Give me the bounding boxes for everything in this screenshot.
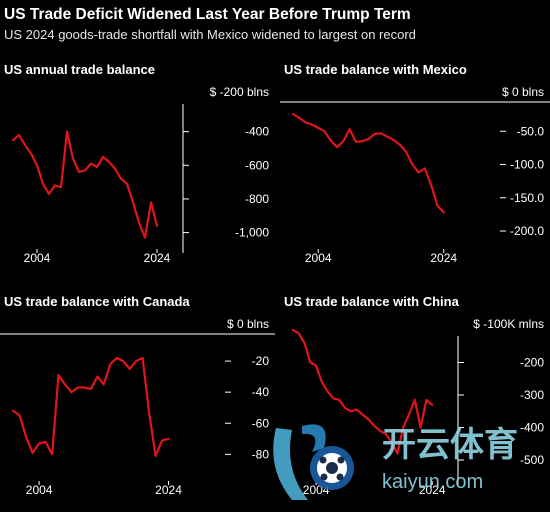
y-tick-label: -100.0 xyxy=(510,158,544,172)
panel-title: US trade balance with Mexico xyxy=(284,62,467,77)
y-tick-label: -1,000 xyxy=(235,226,269,240)
y-tick-label: -500 xyxy=(520,453,544,467)
kaiyun-logo xyxy=(273,424,354,500)
y-tick-label: -200.0 xyxy=(510,224,544,238)
y-tick-label: $ 0 blns xyxy=(502,85,544,99)
y-tick-label: -40 xyxy=(252,385,270,399)
x-tick-label: 2024 xyxy=(155,483,182,497)
panel-us-annual-trade-balance: US annual trade balance $ -200 blns -400 -6… xyxy=(4,62,269,265)
watermark-text-cn: 开云体育 xyxy=(382,426,518,464)
watermark-text-en: kaiyun.com xyxy=(382,471,483,493)
y-tick-label: -80 xyxy=(252,447,270,461)
y-tick-label: -50.0 xyxy=(517,124,545,138)
kaiyun-watermark: 开云体育 kaiyun.com xyxy=(273,424,518,500)
y-tick-label: -800 xyxy=(245,192,269,206)
x-tick-label: 2024 xyxy=(430,251,457,265)
panel-us-canada-trade-balance: US trade balance with Canada $ 0 blns -20 -… xyxy=(0,294,275,497)
y-tick-label: -400 xyxy=(245,125,269,139)
x-tick-label: 2024 xyxy=(144,251,171,265)
series-line xyxy=(12,356,170,457)
panel-title: US trade balance with Canada xyxy=(4,294,190,309)
chart-subtitle: US 2024 goods-trade shortfall with Mexic… xyxy=(4,27,416,42)
series-line xyxy=(292,112,445,214)
y-tick-label: -200 xyxy=(520,356,544,370)
panel-title: US annual trade balance xyxy=(4,62,155,77)
x-tick-label: 2004 xyxy=(305,251,332,265)
chart-title: US Trade Deficit Widened Last Year Befor… xyxy=(4,6,411,23)
panel-us-mexico-trade-balance: US trade balance with Mexico $ 0 blns -50.… xyxy=(280,62,550,265)
panel-title: US trade balance with China xyxy=(284,294,460,309)
y-tick-label: -60 xyxy=(252,416,270,430)
x-tick-label: 2024 xyxy=(419,483,446,497)
y-tick-label: -20 xyxy=(252,354,270,368)
y-tick-label: -600 xyxy=(245,158,269,172)
y-tick-label: -150.0 xyxy=(510,191,544,205)
y-tick-label: $ -100K mlns xyxy=(473,317,544,331)
x-tick-label: 2004 xyxy=(24,251,51,265)
panel-us-china-trade-balance: US trade balance with China $ -100K mlns -… xyxy=(284,294,544,497)
x-tick-label: 2004 xyxy=(26,483,53,497)
series-line xyxy=(11,130,159,239)
y-tick-label: $ -200 blns xyxy=(210,85,269,99)
y-tick-label: $ 0 blns xyxy=(227,317,269,331)
y-tick-label: -300 xyxy=(520,388,544,402)
y-tick-label: -400 xyxy=(520,421,544,435)
